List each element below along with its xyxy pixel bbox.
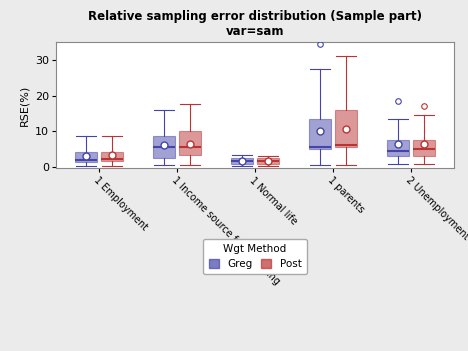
FancyBboxPatch shape — [309, 119, 331, 149]
Y-axis label: RSE(%): RSE(%) — [20, 85, 29, 126]
FancyBboxPatch shape — [413, 140, 435, 156]
FancyBboxPatch shape — [75, 152, 97, 163]
FancyBboxPatch shape — [231, 158, 253, 164]
Title: Relative sampling error distribution (Sample part)
var=sam: Relative sampling error distribution (Sa… — [88, 10, 422, 38]
FancyBboxPatch shape — [387, 140, 409, 156]
FancyBboxPatch shape — [336, 110, 357, 147]
FancyBboxPatch shape — [153, 137, 175, 158]
Legend: Greg, Post: Greg, Post — [204, 239, 307, 274]
FancyBboxPatch shape — [179, 131, 201, 155]
FancyBboxPatch shape — [102, 152, 123, 161]
FancyBboxPatch shape — [257, 158, 279, 164]
